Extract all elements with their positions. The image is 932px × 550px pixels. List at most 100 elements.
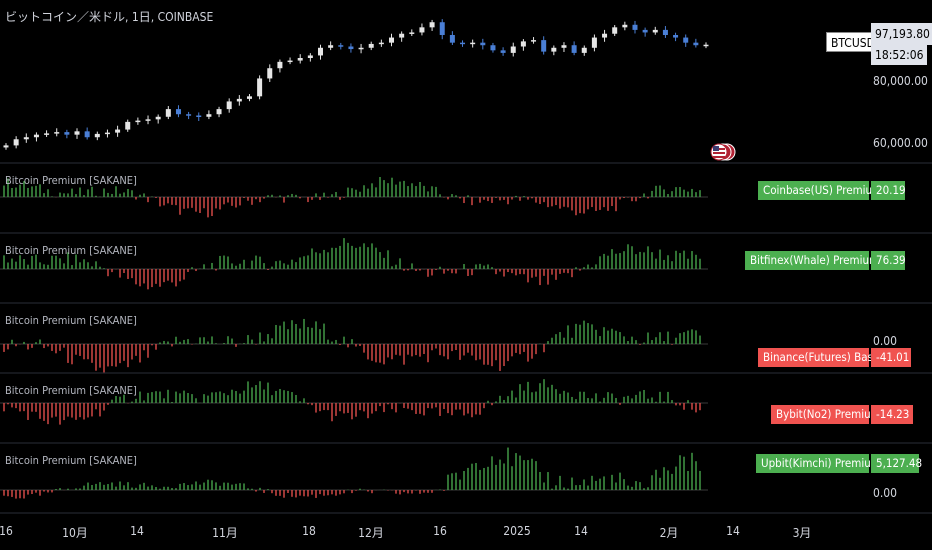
candle-body [23, 137, 29, 140]
candle-body [602, 33, 608, 38]
candle-body [257, 78, 263, 97]
candle-body [44, 133, 50, 135]
candle-body [409, 32, 415, 34]
candle-body [186, 114, 192, 116]
candle-body [307, 55, 313, 58]
candle-body [470, 42, 476, 45]
x-tick: 14 [574, 524, 588, 538]
candle-body [358, 47, 364, 50]
chart-title: ビットコイン／米ドル, 1日, COINBASE [5, 10, 214, 24]
x-tick: 2025 [503, 524, 531, 538]
candle-body [419, 27, 425, 33]
pane-3-value-tag: -41.01 [871, 348, 911, 367]
candle-body [297, 58, 303, 61]
pane-1-label-tag: Coinbase(US) Premium [758, 181, 882, 200]
candle-body [378, 42, 384, 45]
candle-body [54, 132, 60, 134]
candle-body [74, 131, 80, 135]
candle-body [328, 45, 334, 48]
bar-countdown: 18:52:06 [871, 45, 928, 65]
x-tick: 11月 [212, 526, 238, 540]
candle-body [399, 33, 405, 38]
candle-body [683, 37, 689, 43]
candle-body [531, 40, 537, 42]
candle-body [104, 132, 110, 135]
x-tick: 14 [130, 524, 144, 538]
candle-body [490, 45, 496, 51]
candle-body [673, 35, 679, 38]
last-price-tag: 97,193.80 [871, 23, 932, 45]
y-tick-80000: 80,000.00 [873, 74, 928, 88]
candle-body [652, 29, 658, 33]
candle-body [693, 42, 699, 46]
candle-body [236, 98, 242, 102]
candle-body [571, 45, 577, 53]
x-tick: 12月 [358, 526, 384, 540]
pane-3-zero-label: 0.00 [873, 334, 898, 348]
candle-body [287, 60, 293, 63]
pane-2-label-tag: Bitfinex(Whale) Premium [745, 251, 879, 270]
candle-body [389, 37, 395, 43]
candle-body [449, 35, 455, 43]
candle-body [277, 61, 283, 69]
candle-body [145, 119, 151, 121]
candle-body [368, 43, 374, 48]
x-tick: 10月 [62, 526, 88, 540]
candle-body [246, 96, 252, 99]
candle-body [84, 131, 90, 138]
candle-body [510, 46, 516, 53]
candle-body [429, 22, 435, 28]
candle-body [591, 37, 597, 48]
pane-3-label-tag: Binance(Futures) Basis [758, 348, 881, 367]
candle-body [348, 46, 354, 50]
x-tick: 16 [433, 524, 447, 538]
pane-5-value-tag: 5,127.48 [871, 454, 922, 473]
candle-body [175, 109, 181, 115]
candle-body [662, 29, 668, 35]
candle-body [581, 47, 587, 53]
pane-4-value-tag: -14.23 [871, 405, 913, 424]
candle-body [115, 129, 121, 133]
candle-body [125, 121, 131, 130]
us-flag-icon[interactable] [709, 142, 737, 166]
candle-body [64, 132, 70, 135]
pane-3-title: Bitcoin Premium [SAKANE] [5, 314, 137, 327]
x-tick: 2月 [659, 526, 679, 540]
x-tick: 3月 [792, 526, 812, 540]
candle-body [632, 24, 638, 30]
pane-1-title: Bitcoin Premium [SAKANE] [5, 174, 137, 187]
candle-body [216, 109, 222, 115]
candle-body [612, 27, 618, 34]
candle-body [206, 114, 212, 117]
candle-body [155, 116, 161, 120]
symbol-badge[interactable]: BTCUSD [826, 32, 880, 52]
pane-4-title: Bitcoin Premium [SAKANE] [5, 384, 137, 397]
candle-body [642, 29, 648, 33]
pane-5-zero-label: 0.00 [873, 486, 898, 500]
candle-body [480, 42, 486, 46]
candle-body [520, 41, 526, 47]
pane-5-label-tag: Upbit(Kimchi) Premium [756, 454, 881, 473]
x-tick: 14 [726, 524, 740, 538]
candle-body [317, 47, 323, 56]
candle-body [551, 47, 557, 52]
x-tick: 16 [0, 524, 13, 538]
candle-body [622, 24, 628, 28]
candle-body [541, 40, 547, 52]
candle-body [94, 133, 100, 138]
candle-body [226, 101, 232, 110]
pane-2-value-tag: 76.39 [871, 251, 906, 270]
candle-body [196, 115, 202, 117]
candle-body [135, 120, 141, 123]
pane-4-label-tag: Bybit(No2) Premium [771, 405, 881, 424]
candle-body [338, 45, 344, 47]
candle-body [439, 22, 445, 35]
pane-1-value-tag: 20.19 [871, 181, 906, 200]
candle-body [13, 139, 19, 146]
candle-body [460, 42, 466, 45]
candle-body [3, 145, 9, 148]
candle-body [561, 45, 567, 48]
candle-body [500, 50, 506, 53]
candle-body [703, 44, 709, 47]
